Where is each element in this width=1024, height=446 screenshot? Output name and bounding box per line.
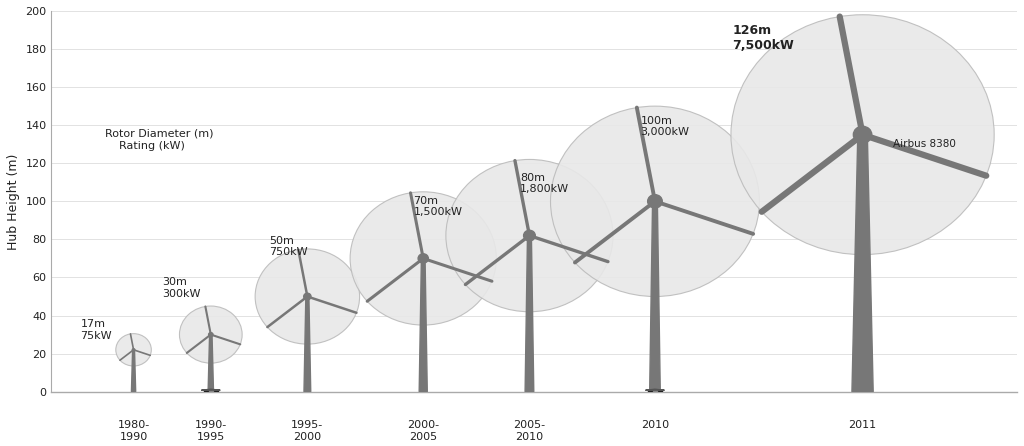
- Text: 2011: 2011: [849, 420, 877, 430]
- Text: 30m
300kW: 30m 300kW: [163, 277, 201, 299]
- Polygon shape: [208, 334, 214, 392]
- Ellipse shape: [418, 254, 428, 263]
- Text: 70m
1,500kW: 70m 1,500kW: [414, 196, 463, 217]
- Y-axis label: Hub Height (m): Hub Height (m): [7, 153, 19, 249]
- Ellipse shape: [853, 126, 871, 143]
- Text: 1995-
2000: 1995- 2000: [291, 420, 324, 442]
- Text: 17m
75kW: 17m 75kW: [81, 319, 112, 341]
- Ellipse shape: [445, 159, 613, 312]
- Text: 50m
750kW: 50m 750kW: [268, 235, 307, 257]
- Text: 1980-
1990: 1980- 1990: [118, 420, 150, 442]
- Text: 100m
3,000kW: 100m 3,000kW: [640, 116, 689, 137]
- Polygon shape: [852, 135, 873, 392]
- Ellipse shape: [647, 194, 663, 208]
- Polygon shape: [648, 390, 662, 392]
- Text: Airbus 8380: Airbus 8380: [894, 139, 956, 149]
- Ellipse shape: [116, 334, 152, 366]
- Polygon shape: [209, 391, 213, 392]
- Polygon shape: [204, 390, 217, 392]
- Polygon shape: [653, 391, 657, 392]
- Ellipse shape: [731, 15, 994, 255]
- Ellipse shape: [179, 306, 242, 363]
- Polygon shape: [645, 389, 665, 390]
- Ellipse shape: [132, 349, 135, 351]
- Ellipse shape: [350, 192, 497, 325]
- Text: 80m
1,800kW: 80m 1,800kW: [520, 173, 569, 194]
- Text: 1990-
1995: 1990- 1995: [195, 420, 227, 442]
- Text: 2000-
2005: 2000- 2005: [408, 420, 439, 442]
- Ellipse shape: [551, 106, 760, 297]
- Text: 2005-
2010: 2005- 2010: [513, 420, 546, 442]
- Polygon shape: [202, 389, 220, 390]
- Text: 126m
7,500kW: 126m 7,500kW: [732, 24, 794, 52]
- Text: 2010: 2010: [641, 420, 669, 430]
- Ellipse shape: [255, 249, 359, 344]
- Polygon shape: [525, 235, 534, 392]
- Ellipse shape: [209, 333, 213, 337]
- Ellipse shape: [304, 293, 311, 300]
- Polygon shape: [304, 297, 310, 392]
- Polygon shape: [131, 350, 136, 392]
- Polygon shape: [419, 258, 427, 392]
- Polygon shape: [649, 201, 660, 392]
- Ellipse shape: [523, 230, 536, 241]
- Text: Rotor Diameter (m)
    Rating (kW): Rotor Diameter (m) Rating (kW): [104, 129, 213, 151]
